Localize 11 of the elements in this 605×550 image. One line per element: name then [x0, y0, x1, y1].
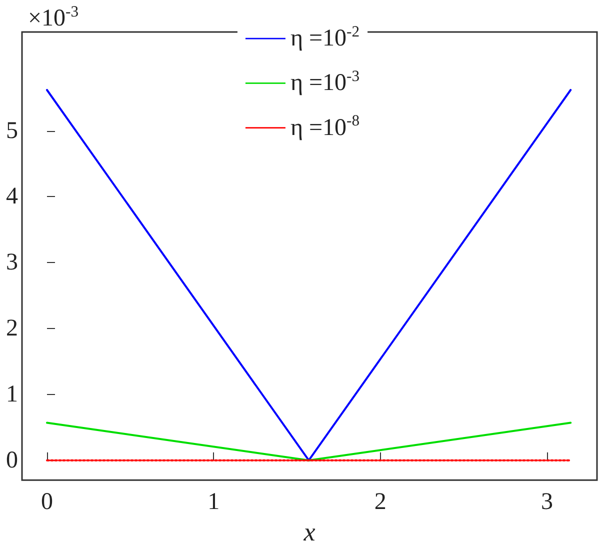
y-tick-label: 4 [6, 184, 18, 210]
y-tick-label: 0 [6, 447, 18, 474]
x-tick-label: 0 [41, 489, 53, 516]
y-tick-label: 1 [6, 381, 18, 408]
x-tick-label: 1 [208, 489, 220, 516]
y-tick-label: 5 [6, 118, 18, 144]
y-tick-label: 2 [6, 316, 18, 342]
x-tick-label: 2 [374, 489, 386, 516]
x-tick-label: 3 [541, 489, 553, 516]
y-tick-label: 3 [6, 250, 18, 276]
x-axis-title: x [302, 518, 316, 546]
